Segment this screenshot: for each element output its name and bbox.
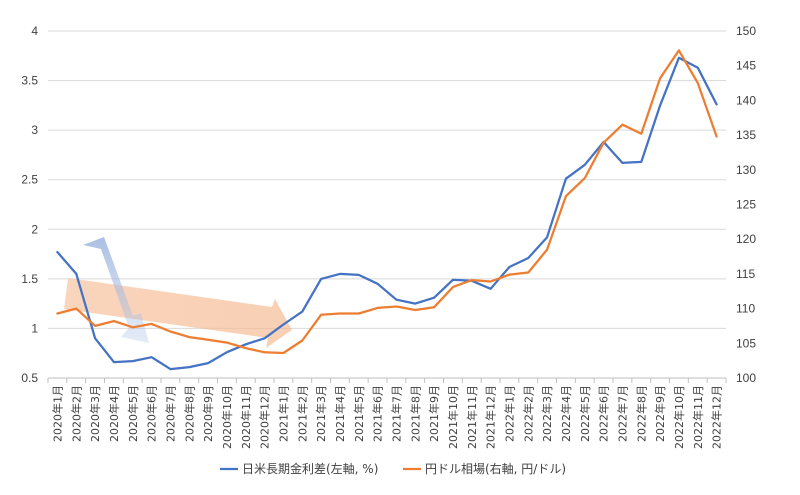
y-axis-right: 100 105 110 115 120 125 130 135 140 145 150: [736, 24, 756, 385]
y-left-tick-label: 2.5: [21, 173, 38, 187]
x-tick-label: 2020年8月: [182, 385, 196, 442]
gridlines: [48, 30, 726, 379]
x-tick-label: 2021年11月: [465, 385, 479, 449]
y-left-tick-label: 4: [31, 24, 38, 38]
orange-trend-arrow: [64, 278, 292, 348]
y-right-tick-label: 130: [736, 163, 756, 177]
x-tick-label: 2021年2月: [295, 385, 309, 442]
y-left-tick-label: 1: [31, 321, 38, 335]
x-tick-label: 2021年5月: [352, 385, 366, 442]
x-tick-label: 2020年1月: [50, 385, 64, 442]
x-tick-label: 2022年10月: [672, 385, 686, 449]
y-left-tick-label: 3.5: [21, 74, 38, 88]
y-left-tick-label: 3: [31, 123, 38, 137]
x-tick-label: 2022年6月: [597, 385, 611, 442]
x-tick-label: 2021年6月: [371, 385, 385, 442]
x-tick-label: 2020年10月: [220, 385, 234, 449]
x-tick-label: 2021年7月: [389, 385, 403, 442]
y-right-tick-label: 115: [736, 267, 755, 281]
y-left-tick-label: 2: [31, 222, 38, 236]
x-tick-label: 2020年6月: [145, 385, 159, 442]
annotation-arrows: [64, 237, 292, 348]
x-tick-label: 2022年3月: [540, 385, 554, 442]
x-tick-label: 2021年4月: [333, 385, 347, 442]
y-axis-left: 0.5 1 1.5 2 2.5 3 3.5 4: [21, 24, 38, 385]
y-left-tick-label: 1.5: [21, 272, 38, 286]
x-axis: 2020年1月 2020年2月 2020年3月 2020年4月 2020年5月 2020年…: [47, 377, 727, 449]
y-left-tick-label: 0.5: [21, 371, 38, 385]
y-right-tick-label: 140: [736, 93, 756, 107]
x-tick-label: 2021年3月: [314, 385, 328, 442]
y-right-tick-label: 145: [736, 59, 756, 73]
x-tick-label: 2020年3月: [88, 385, 102, 442]
x-tick-label: 2020年11月: [239, 385, 253, 449]
legend-label-2: 円ドル相場(右軸, 円/ドル): [425, 461, 566, 476]
y-right-tick-label: 150: [736, 24, 756, 38]
y-right-tick-label: 110: [736, 302, 755, 316]
x-tick-label: 2021年12月: [484, 385, 498, 449]
legend: 日米長期金利差(左軸, %) 円ドル相場(右軸, 円/ドル): [220, 461, 566, 476]
series-lines: [56, 49, 718, 371]
series-line-2: [56, 49, 718, 355]
y-right-tick-label: 105: [736, 336, 756, 350]
x-tick-label: 2022年2月: [521, 385, 535, 442]
y-right-tick-label: 100: [736, 371, 756, 385]
y-right-tick-label: 120: [736, 232, 756, 246]
y-right-tick-label: 125: [736, 198, 756, 212]
x-tick-label: 2020年5月: [126, 385, 140, 442]
series-line-1: [56, 56, 718, 371]
x-tick-label: 2022年4月: [559, 385, 573, 442]
x-tick-label: 2020年2月: [69, 385, 83, 442]
x-tick-label: 2022年5月: [578, 385, 592, 442]
x-tick-label: 2021年9月: [427, 385, 441, 442]
x-tick-label: 2021年8月: [408, 385, 422, 442]
x-tick-label: 2022年12月: [710, 385, 724, 449]
x-tick-label: 2021年10月: [446, 385, 460, 449]
x-tick-label: 2022年8月: [634, 385, 648, 442]
x-tick-label: 2021年1月: [276, 385, 290, 442]
x-tick-label: 2022年9月: [653, 385, 667, 442]
x-tick-label: 2022年1月: [502, 385, 516, 442]
y-right-tick-label: 135: [736, 128, 756, 142]
x-tick-label: 2022年11月: [691, 385, 705, 449]
x-tick-label: 2020年9月: [201, 385, 215, 442]
x-tick-label: 2020年12月: [258, 385, 272, 449]
x-tick-label: 2020年7月: [163, 385, 177, 442]
legend-label-1: 日米長期金利差(左軸, %): [242, 461, 378, 476]
blue-trend-arrow: [83, 237, 149, 343]
x-tick-label: 2022年7月: [615, 385, 629, 442]
x-tick-label: 2020年4月: [107, 385, 121, 442]
